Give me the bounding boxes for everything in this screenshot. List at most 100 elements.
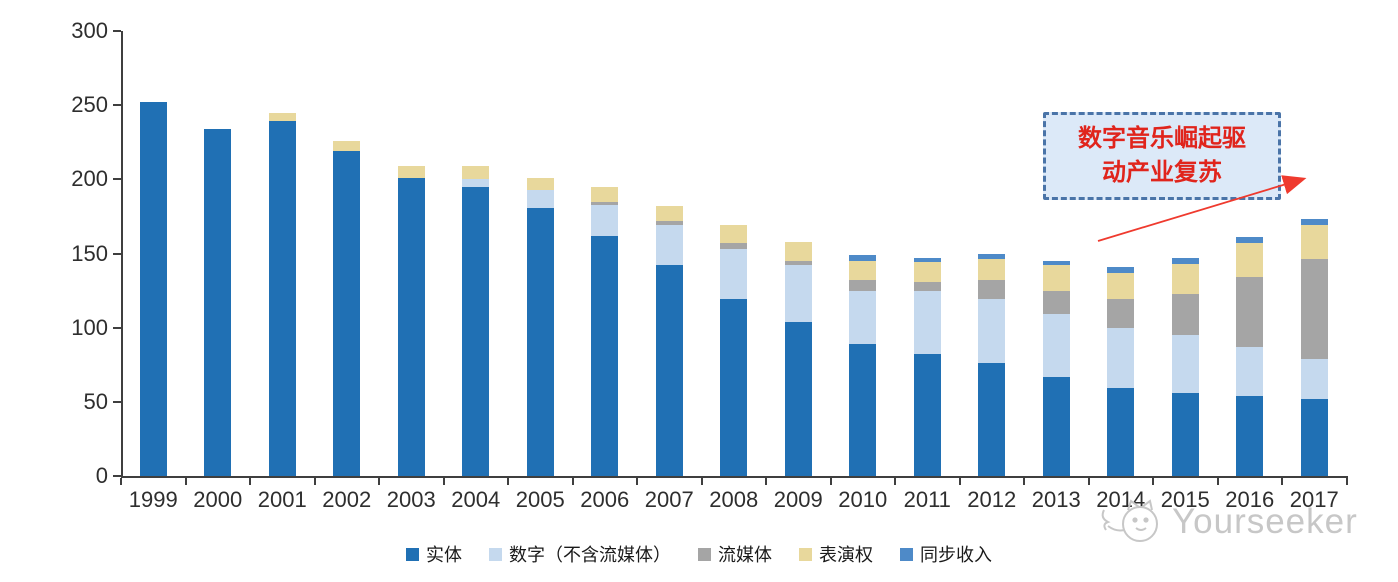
- legend-item-表演权: 表演权: [799, 541, 873, 567]
- legend-item-同步收入: 同步收入: [900, 541, 992, 567]
- legend-label: 实体: [426, 545, 462, 565]
- bar-2006-segment-实体: [591, 235, 619, 476]
- x-tick-label-2002: 2002: [322, 487, 372, 512]
- bar-2005-segment-表演权: [526, 177, 554, 190]
- bar-2017-segment-数字（不含流媒体）: [1300, 358, 1328, 399]
- bar-2007-segment-实体: [655, 265, 683, 476]
- legend-item-流媒体: 流媒体: [698, 541, 772, 567]
- x-tick-label-2005: 2005: [515, 487, 565, 512]
- y-tick-label-250: 250: [71, 92, 108, 118]
- bar-2013-segment-流媒体: [1042, 290, 1070, 315]
- x-tick-mark: [700, 478, 703, 485]
- x-tick-label-2017: 2017: [1289, 487, 1339, 512]
- legend-label: 数字（不含流媒体）: [509, 545, 671, 565]
- bar-2008-segment-实体: [720, 299, 748, 476]
- bar-2000-segment-实体: [204, 128, 232, 476]
- bar-2017-segment-实体: [1300, 398, 1328, 476]
- x-tick-mark: [1087, 478, 1090, 485]
- bar-2016-segment-流媒体: [1236, 277, 1264, 347]
- y-tick-mark: [113, 104, 121, 107]
- x-tick-mark: [636, 478, 638, 485]
- bar-2002-segment-表演权: [333, 140, 361, 152]
- bar-2011: [913, 257, 941, 476]
- bar-2016-segment-数字（不含流媒体）: [1236, 346, 1264, 396]
- bar-2013-segment-实体: [1042, 376, 1070, 476]
- bar-2014-segment-表演权: [1107, 272, 1135, 300]
- bar-2011-segment-数字（不含流媒体）: [913, 290, 941, 355]
- legend-swatch-icon: [799, 547, 812, 561]
- bar-2014-segment-数字（不含流媒体）: [1107, 327, 1135, 389]
- x-tick-mark: [120, 478, 122, 485]
- x-tick-mark: [1345, 478, 1348, 485]
- bar-2003: [397, 165, 425, 476]
- y-tick-label-50: 50: [83, 388, 108, 414]
- bar-2006-segment-数字（不含流媒体）: [591, 204, 619, 236]
- bar-2009-segment-数字（不含流媒体）: [784, 265, 812, 322]
- legend-item-数字（不含流媒体）: 数字（不含流媒体）: [489, 541, 671, 567]
- bar-2008-segment-表演权: [720, 225, 748, 244]
- bar-2009-segment-流媒体: [784, 260, 812, 266]
- bar-2014-segment-同步收入: [1107, 266, 1135, 273]
- bar-2014: [1107, 266, 1135, 476]
- bar-2005: [526, 177, 554, 476]
- bar-2007-segment-数字（不含流媒体）: [655, 225, 683, 266]
- legend-label: 同步收入: [920, 545, 992, 565]
- bar-2011-segment-流媒体: [913, 281, 941, 291]
- x-tick-label-2015: 2015: [1160, 487, 1210, 512]
- bar-2001-segment-实体: [268, 121, 296, 476]
- x-tick-mark: [1023, 478, 1025, 485]
- y-tick-mark: [113, 30, 121, 32]
- bar-1999-segment-实体: [139, 102, 167, 476]
- bar-2004-segment-数字（不含流媒体）: [462, 179, 490, 187]
- x-tick-mark: [507, 478, 509, 485]
- y-tick-label-0: 0: [95, 463, 108, 488]
- x-tick-label-1999: 1999: [128, 487, 178, 512]
- bar-2013-segment-数字（不含流媒体）: [1042, 314, 1070, 377]
- bar-2001: [268, 112, 296, 476]
- legend-label: 流媒体: [718, 545, 772, 565]
- bar-2003-segment-表演权: [397, 165, 425, 178]
- annotation-text-line2: 动产业复苏: [1102, 159, 1222, 186]
- bar-2013-segment-同步收入: [1042, 260, 1070, 266]
- x-tick-label-2001: 2001: [257, 487, 307, 512]
- yourseeker-cat-icon: [1101, 499, 1158, 542]
- bar-2011-segment-实体: [913, 354, 941, 476]
- bar-2012: [978, 253, 1006, 477]
- bar-2017: [1300, 219, 1328, 476]
- watermark-text: Yourseeker: [1172, 502, 1358, 541]
- legend-swatch-icon: [900, 547, 913, 561]
- x-tick-label-2012: 2012: [967, 487, 1017, 512]
- bar-2005-segment-实体: [526, 207, 554, 476]
- bar-2010-segment-实体: [849, 343, 877, 476]
- bar-2011-segment-同步收入: [913, 257, 941, 263]
- y-tick-label-300: 300: [71, 18, 108, 43]
- bar-2006-segment-流媒体: [591, 201, 619, 205]
- bar-2002-segment-实体: [333, 151, 361, 476]
- bar-2011-segment-表演权: [913, 262, 941, 282]
- y-tick-mark: [113, 475, 121, 477]
- bar-2005-segment-数字（不含流媒体）: [526, 189, 554, 208]
- legend-item-实体: 实体: [406, 541, 462, 567]
- bar-2009-segment-实体: [784, 321, 812, 476]
- x-tick-mark: [571, 478, 574, 485]
- bar-2013: [1042, 260, 1070, 476]
- legend-swatch-icon: [698, 547, 711, 561]
- bar-2010-segment-同步收入: [849, 254, 877, 261]
- bar-2017-segment-流媒体: [1300, 259, 1328, 359]
- legend-swatch-icon: [406, 547, 419, 561]
- x-tick-mark: [184, 478, 187, 485]
- x-tick-label-2009: 2009: [773, 487, 823, 512]
- y-tick-mark: [113, 252, 121, 255]
- x-tick-mark: [313, 478, 316, 485]
- x-tick-label-2003: 2003: [386, 487, 436, 512]
- x-tick-mark: [442, 478, 445, 485]
- bar-2016: [1236, 237, 1264, 476]
- bar-2008-segment-数字（不含流媒体）: [720, 249, 748, 300]
- bar-2007-segment-表演权: [655, 206, 683, 221]
- bar-2017-segment-同步收入: [1300, 219, 1328, 226]
- bar-2015: [1171, 257, 1199, 476]
- bar-2000: [204, 128, 232, 476]
- bar-2006-segment-表演权: [591, 186, 619, 202]
- x-tick-label-2006: 2006: [580, 487, 630, 512]
